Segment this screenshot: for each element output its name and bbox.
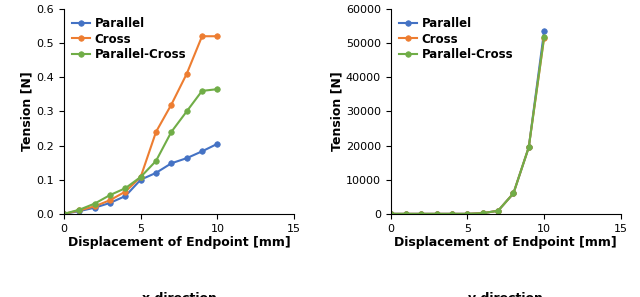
Parallel bbox=[479, 211, 486, 215]
X-axis label: Displacement of Endpoint [mm]: Displacement of Endpoint [mm] bbox=[394, 236, 617, 249]
Cross bbox=[417, 212, 425, 216]
Parallel bbox=[198, 150, 206, 153]
Parallel bbox=[137, 178, 145, 181]
Parallel-Cross bbox=[152, 159, 160, 163]
Parallel bbox=[60, 212, 68, 216]
Line: Cross: Cross bbox=[388, 35, 547, 217]
Parallel-Cross bbox=[60, 212, 68, 216]
Parallel bbox=[402, 212, 410, 216]
Parallel-Cross bbox=[198, 89, 206, 93]
Parallel bbox=[433, 212, 440, 216]
Parallel bbox=[448, 212, 456, 216]
X-axis label: Displacement of Endpoint [mm]: Displacement of Endpoint [mm] bbox=[68, 236, 291, 249]
Parallel bbox=[152, 171, 160, 175]
Cross bbox=[387, 212, 394, 216]
Parallel-Cross bbox=[479, 211, 486, 215]
Line: Parallel: Parallel bbox=[61, 141, 220, 217]
Parallel-Cross bbox=[91, 202, 99, 206]
Cross bbox=[540, 36, 548, 40]
Parallel bbox=[387, 212, 394, 216]
Cross bbox=[402, 212, 410, 216]
Cross bbox=[122, 190, 129, 193]
Parallel-Cross bbox=[106, 193, 114, 197]
Parallel bbox=[214, 142, 221, 146]
Parallel bbox=[106, 201, 114, 205]
Line: Parallel-Cross: Parallel-Cross bbox=[388, 34, 547, 217]
Parallel-Cross bbox=[417, 212, 425, 216]
Legend: Parallel, Cross, Parallel-Cross: Parallel, Cross, Parallel-Cross bbox=[397, 15, 515, 63]
Parallel-Cross bbox=[509, 192, 517, 195]
Cross bbox=[509, 192, 517, 195]
Parallel-Cross bbox=[433, 212, 440, 216]
Parallel-Cross bbox=[214, 87, 221, 91]
Cross bbox=[448, 212, 456, 216]
Parallel-Cross bbox=[183, 110, 191, 113]
Text: y direction: y direction bbox=[468, 292, 543, 297]
Line: Parallel: Parallel bbox=[388, 28, 547, 217]
Cross bbox=[525, 146, 532, 149]
Parallel bbox=[168, 162, 175, 165]
Parallel-Cross bbox=[122, 187, 129, 190]
Cross bbox=[479, 211, 486, 215]
Cross bbox=[198, 34, 206, 38]
Parallel-Cross bbox=[387, 212, 394, 216]
Parallel-Cross bbox=[76, 208, 83, 211]
Parallel bbox=[122, 194, 129, 198]
Line: Parallel-Cross: Parallel-Cross bbox=[61, 86, 220, 217]
Parallel bbox=[525, 146, 532, 149]
Cross bbox=[76, 208, 83, 212]
Cross bbox=[214, 34, 221, 38]
Parallel bbox=[91, 206, 99, 209]
Cross bbox=[463, 212, 471, 216]
Parallel-Cross bbox=[540, 35, 548, 39]
Parallel bbox=[540, 29, 548, 33]
Cross bbox=[91, 205, 99, 208]
Y-axis label: Tension [N]: Tension [N] bbox=[20, 72, 34, 151]
Y-axis label: Tension [N]: Tension [N] bbox=[330, 72, 343, 151]
Parallel-Cross bbox=[525, 146, 532, 149]
Parallel bbox=[76, 209, 83, 213]
Parallel bbox=[463, 212, 471, 216]
Cross bbox=[106, 198, 114, 202]
Cross bbox=[494, 209, 502, 213]
Parallel bbox=[494, 209, 502, 213]
Parallel bbox=[509, 192, 517, 195]
Legend: Parallel, Cross, Parallel-Cross: Parallel, Cross, Parallel-Cross bbox=[70, 15, 189, 63]
Cross bbox=[183, 72, 191, 76]
Parallel-Cross bbox=[137, 175, 145, 179]
Cross bbox=[168, 103, 175, 106]
Cross bbox=[60, 212, 68, 216]
Parallel-Cross bbox=[494, 209, 502, 213]
Cross bbox=[137, 175, 145, 179]
Cross bbox=[433, 212, 440, 216]
Cross bbox=[152, 130, 160, 134]
Parallel-Cross bbox=[463, 212, 471, 216]
Line: Cross: Cross bbox=[61, 34, 220, 217]
Parallel bbox=[183, 157, 191, 160]
Parallel-Cross bbox=[448, 212, 456, 216]
Text: x direction: x direction bbox=[141, 292, 216, 297]
Parallel bbox=[417, 212, 425, 216]
Parallel-Cross bbox=[168, 130, 175, 134]
Parallel-Cross bbox=[402, 212, 410, 216]
